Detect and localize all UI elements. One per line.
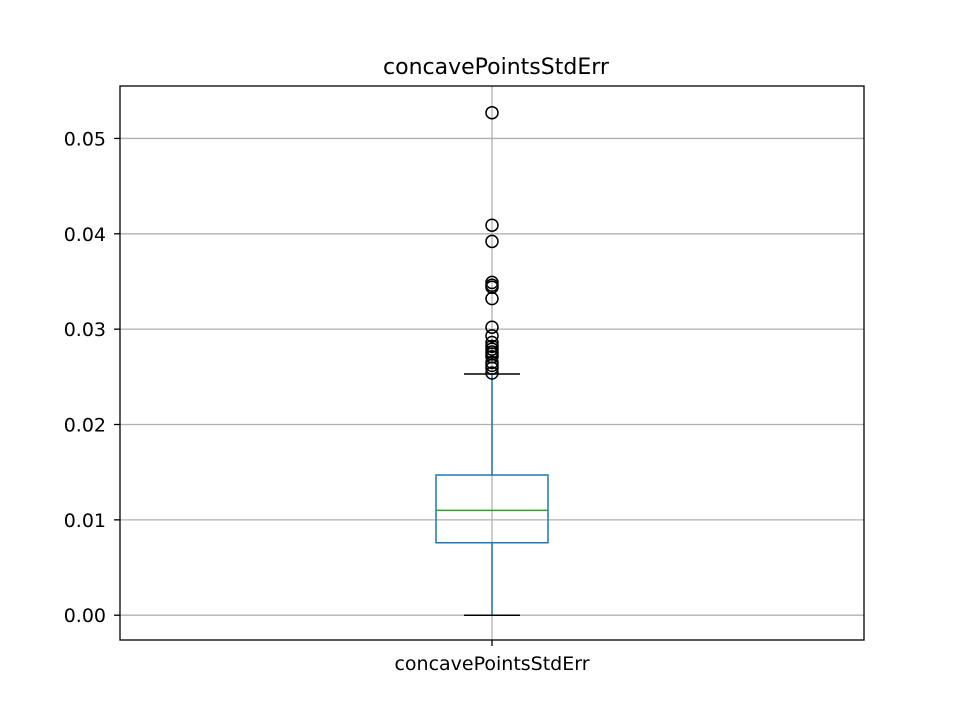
outlier-point — [485, 291, 499, 306]
outlier-point — [485, 366, 499, 380]
y-tick-label: 0.01 — [64, 510, 106, 532]
x-tick-label: concavePointsStdErr — [394, 653, 589, 675]
y-tick-label: 0.00 — [64, 605, 106, 627]
outlier-point — [485, 320, 499, 334]
outlier-point — [485, 329, 499, 343]
axes: 0.00 0.01 0.02 0.03 0.04 0.05 concavePointsStd… — [64, 128, 590, 675]
outlier-point — [485, 234, 499, 249]
y-tick-label: 0.04 — [64, 224, 106, 246]
box-plot-marks — [435, 105, 549, 616]
y-tick-label: 0.03 — [64, 319, 106, 341]
chart-title: concavePointsStdErr — [383, 55, 610, 80]
outlier-point — [485, 105, 499, 120]
outlier-point — [485, 218, 499, 232]
y-tick-label: 0.02 — [64, 415, 106, 437]
y-tick-label: 0.05 — [64, 128, 106, 150]
iqr-box — [435, 474, 549, 544]
outlier-point — [485, 361, 499, 375]
